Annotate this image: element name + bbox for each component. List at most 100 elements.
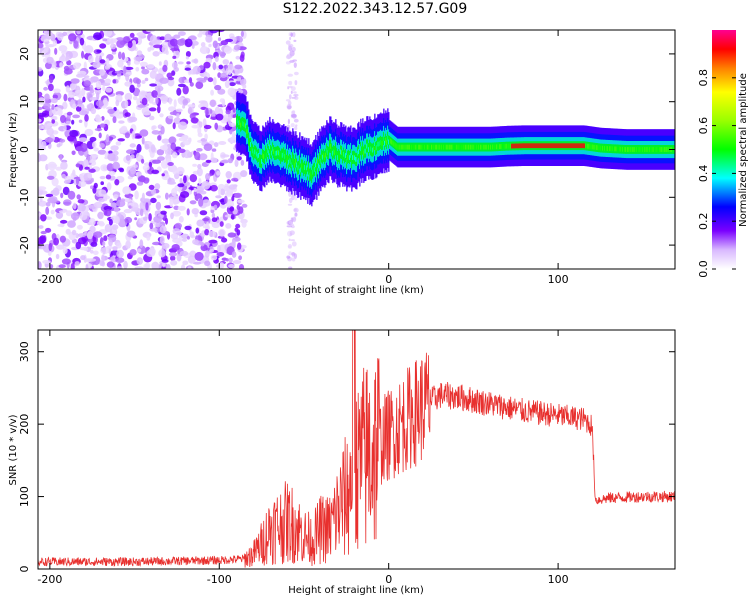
ridge-core [510,143,512,149]
ridge-core [440,144,442,150]
ridge-core [491,144,493,150]
noise-blob [287,86,290,90]
noise-blob [208,239,218,244]
ridge-core [556,143,558,149]
ridge-core [369,143,371,149]
noise-blob [48,83,54,92]
noise-blob [65,56,69,62]
ridge-core [583,143,585,149]
noise-blob [146,64,155,69]
noise-blob [212,40,218,49]
ridge-core [502,144,504,149]
noise-blob [172,55,177,60]
noise-blob [99,43,107,49]
ridge-core [630,147,632,152]
ridge-core [649,147,651,152]
noise-blob [38,112,47,117]
ridge-core [400,144,402,150]
noise-blob [149,222,154,230]
noise-blob [225,110,231,115]
ridge-core [607,146,609,151]
noise-blob [213,204,218,209]
ridge-core [600,145,602,151]
noise-blob [124,216,133,224]
noise-blob [160,125,165,135]
noise-blob [240,79,246,86]
noise-blob [293,217,296,221]
noise-blob [136,32,146,37]
ridge-core [437,144,439,150]
noise-blob [51,104,55,110]
noise-blob [103,235,108,242]
noise-blob [156,195,161,199]
noise-blob [183,175,187,184]
ridge-core [367,143,369,149]
noise-blob [87,55,94,63]
noise-blob [158,249,166,258]
noise-blob [228,257,233,263]
noise-blob [167,76,175,81]
y-tick-label: -10 [18,188,31,206]
ridge-core [376,145,378,150]
noise-blob [50,97,58,104]
noise-blob [289,36,292,41]
noise-blob [191,124,200,129]
ridge-core [587,143,589,149]
noise-blob [55,166,62,171]
ridge-core [320,158,322,164]
ridge-core [536,143,538,149]
noise-blob [45,227,52,233]
noise-blob [83,247,88,251]
ridge-core [638,147,640,152]
ridge-core [623,147,625,152]
ridge-core [382,140,384,146]
colorbar-tick-label: 0.0 [697,260,710,278]
ridge-core [533,143,535,149]
noise-blob [294,212,298,217]
ridge-core [285,153,287,159]
noise-blob [110,145,119,151]
ridge-core [374,141,376,146]
ridge-core [592,144,594,150]
ridge-core [252,148,254,154]
ridge-core [549,143,551,149]
ridge-core [652,147,654,152]
noise-blob [79,211,88,221]
noise-blob [56,244,65,250]
ridge-core [636,147,638,152]
noise-blob [217,72,222,78]
noise-blob [38,186,47,191]
noise-blob [209,30,219,34]
ridge-core [432,144,434,150]
noise-blob [177,121,188,130]
ridge-core [463,144,465,150]
noise-blob [209,109,213,114]
noise-blob [80,255,86,261]
ridge-core [276,150,278,156]
ridge-core [537,143,539,149]
ridge-core [273,149,275,154]
ridge-core [471,144,473,150]
noise-blob [157,135,162,141]
noise-blob [84,114,89,122]
ridge-core [485,144,487,150]
noise-blob [118,51,122,60]
noise-blob [63,124,67,132]
ridge-core [494,144,496,150]
noise-blob [49,75,54,84]
noise-blob [77,199,85,204]
noise-blob [233,44,241,51]
noise-blob [168,97,172,105]
noise-blob [77,237,87,245]
y-tick-label: 10 [18,95,31,109]
bottom-plot-frame [37,329,676,570]
noise-blob [136,50,143,57]
noise-blob [38,261,42,269]
noise-blob [193,58,199,64]
ridge-core [614,146,616,152]
noise-blob [94,116,102,123]
noise-blob [199,79,207,83]
noise-blob [119,168,125,173]
